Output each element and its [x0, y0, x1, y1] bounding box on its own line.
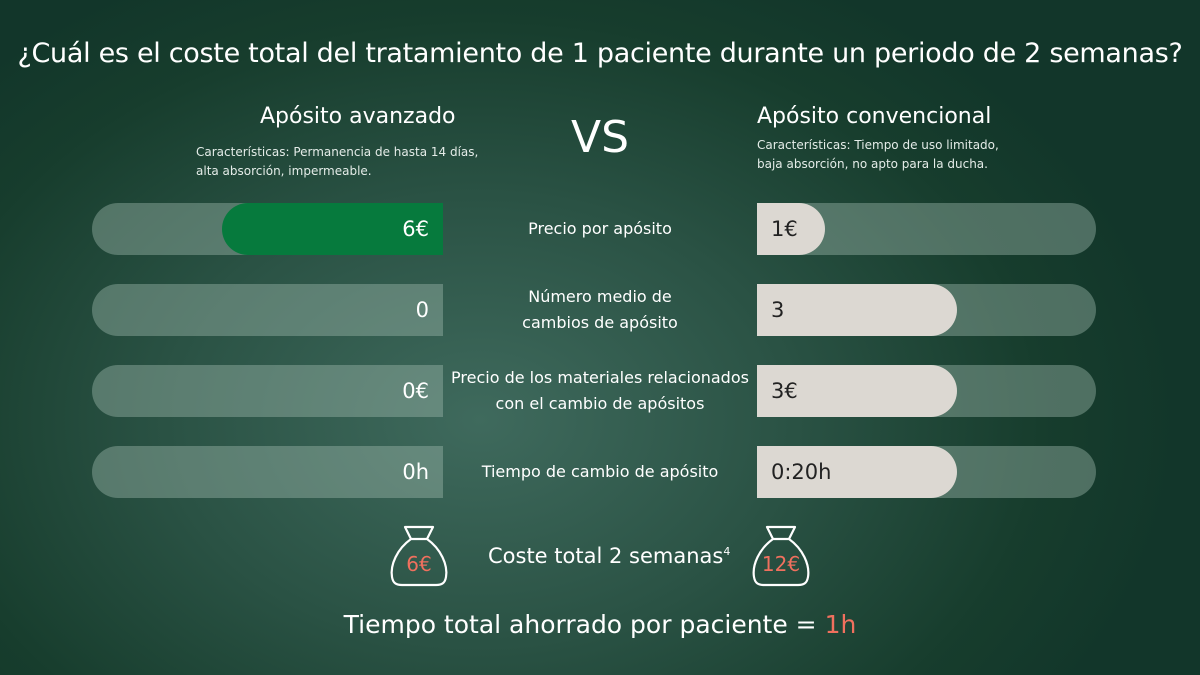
right-heading: Apósito convencional	[757, 104, 992, 129]
left-value: 0€	[402, 379, 429, 403]
left-total: 6€	[389, 524, 449, 592]
right-value: 3	[771, 298, 785, 322]
left-bar: 0€	[92, 365, 443, 417]
right-total: 12€	[751, 524, 811, 592]
row-label: Número medio de cambios de apósito	[522, 287, 678, 332]
total-label: Coste total 2 semanas4	[488, 544, 731, 568]
left-description: Características: Permanencia de hasta 14…	[196, 145, 479, 178]
left-value: 6€	[402, 217, 429, 241]
page-title: ¿Cuál es el coste total del tratamiento …	[17, 38, 1183, 69]
right-bar: 0:20h	[757, 446, 1096, 498]
left-value: 0h	[402, 460, 429, 484]
left-value: 0	[415, 298, 429, 322]
vs-label: VS	[570, 112, 630, 163]
right-value: 3€	[771, 379, 798, 403]
right-total-value: 12€	[761, 552, 801, 576]
right-bar: 3€	[757, 365, 1096, 417]
left-heading: Apósito avanzado	[260, 104, 456, 129]
row-label: Precio de los materiales relacionados con…	[451, 368, 749, 413]
right-value: 0:20h	[771, 460, 832, 484]
left-bar-fill	[221, 203, 443, 255]
left-total-value: 6€	[406, 552, 432, 576]
right-bar-fill	[757, 203, 825, 255]
row-label: Tiempo de cambio de apósito	[481, 462, 719, 481]
left-bar: 6€	[92, 203, 443, 255]
right-bar: 3	[757, 284, 1096, 336]
right-bar: 1€	[757, 203, 1096, 255]
left-bar: 0	[92, 284, 443, 336]
right-bar-fill	[757, 446, 957, 498]
row-label: Precio por apósito	[528, 219, 672, 238]
money-bag-icon	[390, 525, 448, 587]
right-value: 1€	[771, 217, 798, 241]
right-bar-fill	[757, 365, 957, 417]
money-bag-icon	[752, 525, 810, 587]
time-saved: Tiempo total ahorrado por paciente = 1h	[343, 610, 857, 639]
left-bar: 0h	[92, 446, 443, 498]
right-description: Características: Tiempo de uso limitado,…	[757, 138, 999, 171]
right-bar-fill	[757, 284, 957, 336]
